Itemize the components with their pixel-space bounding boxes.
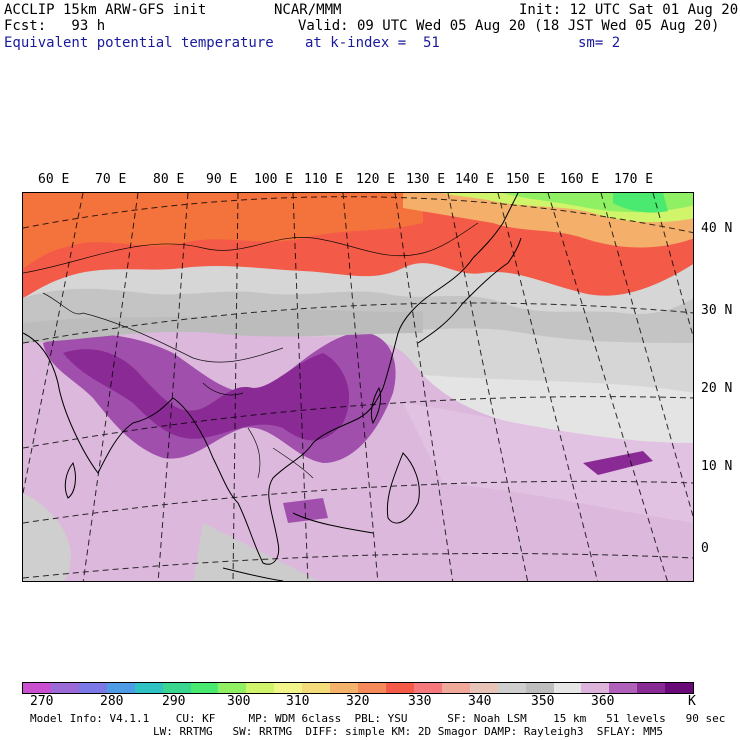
colorbar-swatch — [385, 683, 414, 693]
longitude-label: 140 E — [455, 172, 495, 187]
colorbar-swatch — [218, 683, 247, 693]
colorbar-label: 290 — [162, 694, 186, 709]
valid-time: Valid: 09 UTC Wed 05 Aug 20 (18 JST Wed … — [298, 18, 720, 34]
smoothing-info: sm= 2 — [578, 35, 621, 51]
longitude-label: 60 E — [38, 172, 70, 187]
colorbar-swatch — [525, 683, 554, 693]
colorbar-swatch — [358, 683, 386, 693]
level-info: at k-index = 51 — [305, 35, 440, 51]
colorbar-swatch — [106, 683, 135, 693]
colorbar-label: 310 — [286, 694, 310, 709]
model-info-line2: LW: RRTMG SW: RRTMG DIFF: simple KM: 2D … — [153, 725, 663, 738]
colorbar-label: 320 — [346, 694, 370, 709]
colorbar-swatch — [413, 683, 442, 693]
colorbar-label: 350 — [531, 694, 555, 709]
longitude-label: 170 E — [614, 172, 654, 187]
colorbar-swatch — [246, 683, 275, 693]
colorbar — [22, 682, 694, 694]
latitude-label: 30 N — [701, 303, 733, 318]
colorbar-swatch — [665, 683, 694, 693]
organization: NCAR/MMM — [274, 2, 342, 18]
model-title: ACCLIP 15km ARW-GFS init — [4, 2, 207, 18]
colorbar-swatch — [609, 683, 638, 693]
colorbar-swatch — [23, 683, 51, 693]
map-panel — [22, 192, 694, 582]
longitude-label: 130 E — [406, 172, 446, 187]
latitude-label: 0 — [701, 541, 709, 556]
colorbar-swatch — [78, 683, 107, 693]
longitude-label: 70 E — [95, 172, 127, 187]
colorbar-swatch — [162, 683, 191, 693]
theta-e-field — [23, 193, 693, 581]
colorbar-swatch — [302, 683, 331, 693]
colorbar-swatch — [637, 683, 666, 693]
forecast-hour: Fcst: 93 h — [4, 18, 106, 34]
colorbar-label: 300 — [227, 694, 251, 709]
colorbar-label: 270 — [30, 694, 54, 709]
colorbar-label: 330 — [408, 694, 432, 709]
model-info-line1: Model Info: V4.1.1 CU: KF MP: WDM 6class… — [30, 712, 726, 725]
colorbar-swatch — [497, 683, 526, 693]
colorbar-swatch — [441, 683, 470, 693]
field-name: Equivalent potential temperature — [4, 35, 274, 51]
colorbar-swatch — [134, 683, 163, 693]
latitude-label: 10 N — [701, 459, 733, 474]
colorbar-unit: K — [688, 694, 696, 709]
init-time: Init: 12 UTC Sat 01 Aug 20 — [519, 2, 739, 18]
colorbar-swatch — [50, 683, 79, 693]
colorbar-label: 360 — [591, 694, 615, 709]
colorbar-label: 280 — [100, 694, 124, 709]
colorbar-swatch — [469, 683, 498, 693]
longitude-label: 110 E — [304, 172, 344, 187]
colorbar-swatch — [553, 683, 582, 693]
longitude-label: 100 E — [254, 172, 294, 187]
colorbar-swatch — [190, 683, 219, 693]
colorbar-swatch — [274, 683, 303, 693]
latitude-label: 40 N — [701, 221, 733, 236]
colorbar-swatch — [330, 683, 359, 693]
longitude-label: 90 E — [206, 172, 238, 187]
longitude-label: 120 E — [356, 172, 396, 187]
colorbar-label: 340 — [468, 694, 492, 709]
longitude-label: 150 E — [506, 172, 546, 187]
longitude-label: 160 E — [560, 172, 600, 187]
latitude-label: 20 N — [701, 381, 733, 396]
longitude-label: 80 E — [153, 172, 185, 187]
colorbar-swatch — [581, 683, 610, 693]
